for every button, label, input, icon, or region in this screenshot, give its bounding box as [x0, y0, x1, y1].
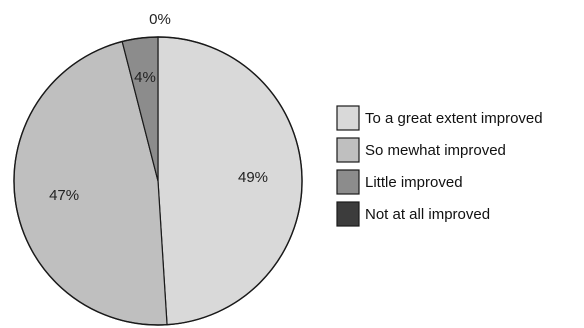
legend-label: So mewhat improved — [365, 142, 506, 159]
legend-item-to-a-great-extent-improved: To a great extent improved — [336, 105, 543, 131]
legend-item-not-at-all-improved: Not at all improved — [336, 201, 490, 227]
legend-swatch — [336, 169, 360, 195]
legend-swatch — [336, 201, 360, 227]
legend-item-little-improved: Little improved — [336, 169, 463, 195]
legend-swatch — [336, 105, 360, 131]
legend-label: Not at all improved — [365, 206, 490, 223]
pie-data-labels: 49% 47% 4% 0% — [49, 11, 268, 204]
data-label-little-improved: 4% — [134, 69, 156, 86]
legend-item-so-mewhat-improved: So mewhat improved — [336, 137, 506, 163]
data-label-to-a-great-extent-improved: 49% — [238, 169, 268, 186]
data-label-not-at-all-improved: 0% — [149, 11, 171, 28]
pie-slice-to-a-great-extent-improved — [157, 36, 303, 326]
chart-legend: To a great extent improved So mewhat impr… — [336, 105, 543, 227]
pie-outline — [13, 36, 303, 326]
legend-label: Little improved — [365, 174, 463, 191]
data-label-so-mewhat-improved: 47% — [49, 187, 79, 204]
legend-swatch — [336, 137, 360, 163]
pie-slices — [13, 36, 303, 326]
legend-label: To a great extent improved — [365, 110, 543, 127]
